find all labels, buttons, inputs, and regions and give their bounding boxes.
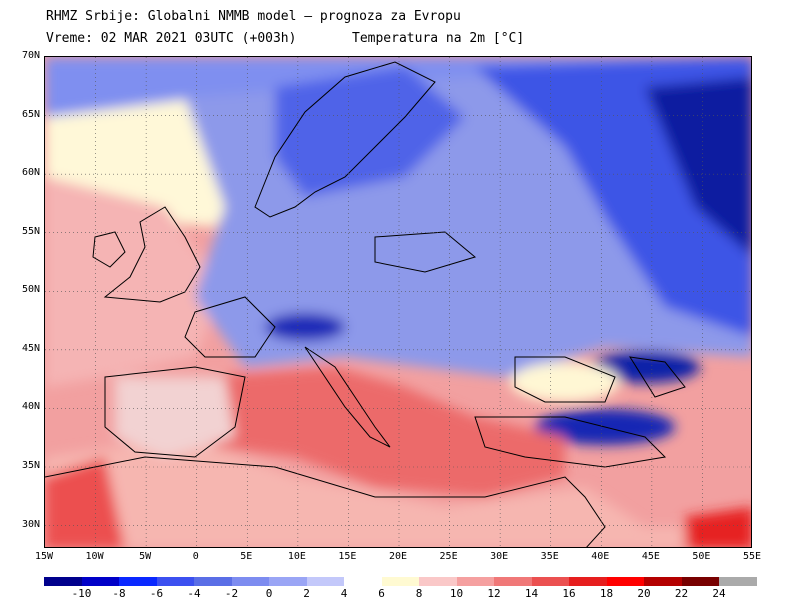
legend-swatch [231, 577, 269, 586]
legend-swatch [81, 577, 119, 586]
legend-swatch [306, 577, 344, 586]
lon-label: 15W [34, 551, 54, 562]
legend-label: 10 [449, 587, 464, 600]
legend-label: 24 [712, 587, 726, 600]
legend-swatch [456, 577, 494, 586]
legend-label: 18 [599, 587, 614, 600]
lon-label: 40E [591, 551, 610, 562]
legend-label: 22 [674, 587, 689, 600]
chart-subtitle-variable: Temperatura na 2m [°C] [352, 31, 525, 46]
legend-label: -10 [71, 587, 92, 600]
lat-label: 65N [21, 108, 40, 120]
legend-label: 4 [340, 587, 348, 600]
lon-label: 5E [240, 551, 253, 562]
temperature-map [44, 56, 752, 548]
legend-swatch [606, 577, 644, 586]
lon-label: 15E [338, 551, 357, 562]
legend-swatch [569, 577, 607, 586]
lon-label: 0 [192, 551, 199, 562]
lon-label: 45E [641, 551, 660, 562]
lat-label: 35N [21, 460, 40, 471]
lon-label: 20E [388, 551, 408, 562]
legend-label: 20 [637, 587, 651, 600]
legend-label: 16 [562, 587, 576, 600]
lon-label: 50E [692, 551, 711, 562]
legend-label: 8 [415, 587, 423, 600]
lat-label: 30N [21, 518, 40, 530]
legend-label: -6 [149, 587, 164, 600]
coastlines [45, 61, 686, 547]
legend-swatch [194, 577, 232, 586]
legend-swatch [119, 577, 157, 586]
legend-label: 12 [487, 587, 501, 600]
legend-label: 0 [265, 587, 273, 600]
lat-label: 70N [21, 50, 40, 61]
legend-swatch [494, 577, 532, 586]
map-canvas [45, 57, 751, 547]
legend-swatch [531, 577, 569, 586]
lat-label: 60N [21, 167, 40, 179]
legend-swatch [269, 577, 307, 586]
legend-label: 14 [524, 587, 539, 600]
legend-swatch [156, 577, 194, 586]
legend-label: -8 [112, 587, 126, 600]
lat-label: 40N [21, 401, 40, 413]
color-legend-bar [44, 577, 757, 586]
lon-label: 25E [439, 551, 458, 562]
temperature-field [45, 57, 751, 547]
chart-title: RHMZ Srbije: Globalni NMMB model — progn… [46, 9, 461, 24]
legend-swatch [44, 577, 82, 586]
legend-swatch [419, 577, 457, 586]
lon-label: 55E [742, 551, 762, 562]
legend-label: 2 [303, 587, 310, 600]
legend-swatch [681, 577, 719, 586]
legend-swatch [719, 577, 757, 586]
legend-swatch [644, 577, 682, 586]
legend-swatch [381, 577, 419, 586]
lon-label: 10W [85, 551, 104, 562]
legend-label: -2 [224, 587, 239, 600]
lat-label: 45N [21, 342, 40, 354]
legend-label: 6 [378, 587, 385, 600]
lon-label: 30E [490, 551, 509, 562]
lon-label: 10E [287, 551, 306, 562]
legend-swatch [344, 577, 382, 586]
chart-subtitle-time: Vreme: 02 MAR 2021 03UTC (+003h) [46, 31, 297, 46]
lon-label: 5W [139, 551, 152, 562]
legend-label: -4 [187, 587, 201, 600]
lat-label: 50N [21, 284, 40, 296]
lat-label: 55N [21, 225, 40, 237]
lon-label: 35E [540, 551, 559, 562]
